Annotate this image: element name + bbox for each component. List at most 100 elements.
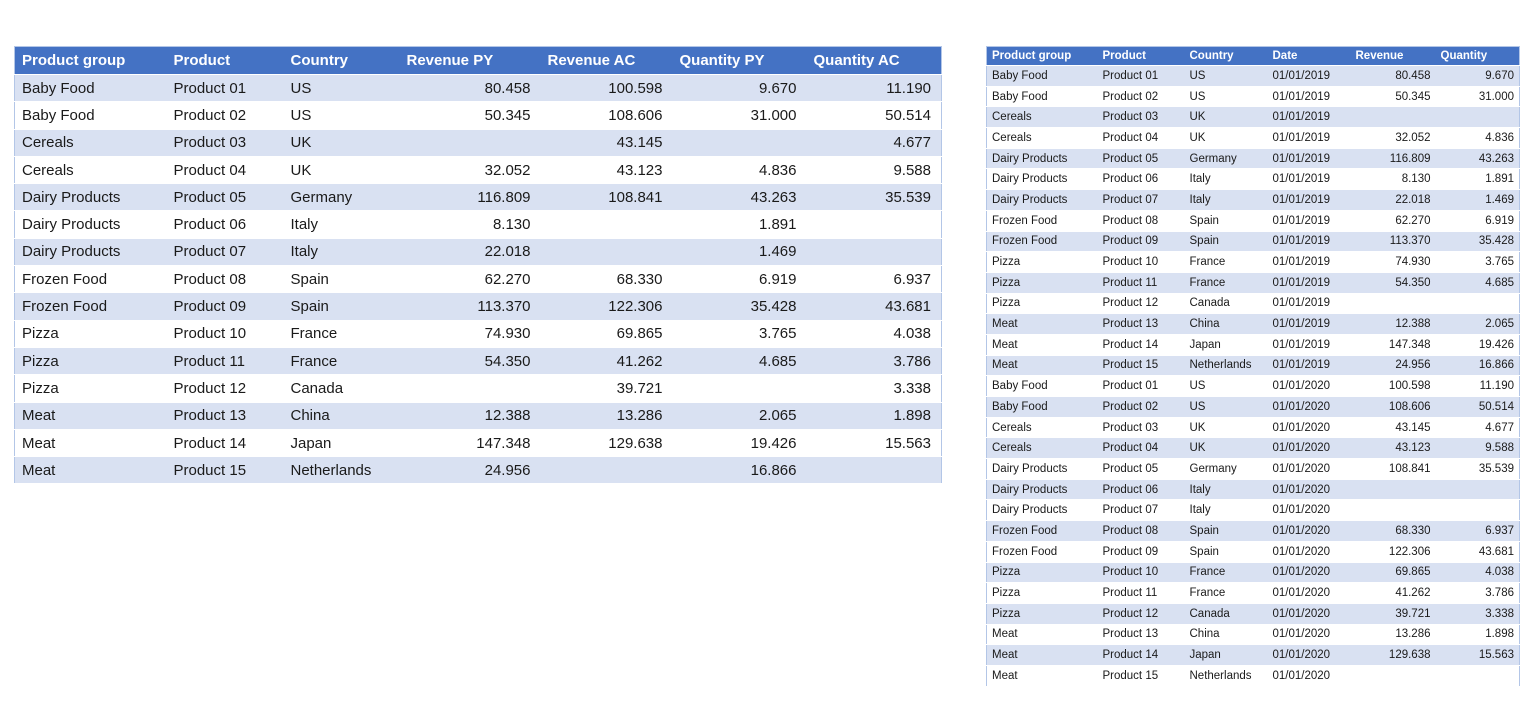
table-cell[interactable]: 43.123 <box>540 156 673 185</box>
table-cell[interactable]: Product 02 <box>1097 86 1185 108</box>
table-cell[interactable]: 1.891 <box>672 210 807 239</box>
table-cell[interactable] <box>1435 479 1520 501</box>
table-cell[interactable]: Germany <box>1184 458 1268 480</box>
table-cell[interactable]: 74.930 <box>1350 251 1436 273</box>
table-cell[interactable]: 68.330 <box>540 265 673 294</box>
table-cell[interactable]: 01/01/2020 <box>1267 665 1351 687</box>
table-cell[interactable]: 32.052 <box>1350 127 1436 149</box>
table-cell[interactable] <box>806 238 942 267</box>
table-cell[interactable]: Product 04 <box>1097 127 1185 149</box>
table-cell[interactable]: Italy <box>1184 499 1268 522</box>
table-cell[interactable]: 129.638 <box>1350 644 1436 666</box>
table-cell[interactable]: 01/01/2020 <box>1267 499 1351 522</box>
table-cell[interactable]: Spain <box>1184 541 1268 563</box>
table-cell[interactable]: 01/01/2020 <box>1267 644 1351 666</box>
table-cell[interactable]: France <box>283 320 400 348</box>
table-cell[interactable]: 32.052 <box>399 156 541 185</box>
table-cell[interactable]: Product 07 <box>166 238 284 267</box>
table-cell[interactable]: Spain <box>1184 231 1268 253</box>
table-cell[interactable]: 43.145 <box>540 129 673 157</box>
table-cell[interactable]: 19.426 <box>1435 334 1520 356</box>
table-cell[interactable]: 116.809 <box>1350 148 1436 170</box>
table-cell[interactable]: Italy <box>1184 168 1268 191</box>
table-cell[interactable] <box>1350 665 1436 687</box>
table-cell[interactable]: Pizza <box>986 272 1098 294</box>
table-cell[interactable]: 68.330 <box>1350 520 1436 542</box>
table-cell[interactable]: Germany <box>283 183 400 212</box>
table-cell[interactable]: Product 14 <box>166 429 284 458</box>
table-cell[interactable]: 15.563 <box>806 429 942 458</box>
table-cell[interactable]: 41.262 <box>1350 582 1436 604</box>
table-cell[interactable]: 100.598 <box>540 74 673 103</box>
table-cell[interactable]: 01/01/2020 <box>1267 541 1351 563</box>
table-cell[interactable]: Pizza <box>986 582 1098 604</box>
table-cell[interactable]: 39.721 <box>1350 603 1436 625</box>
table-cell[interactable]: UK <box>1184 127 1268 149</box>
table-cell[interactable]: 147.348 <box>399 429 541 458</box>
table-cell[interactable]: 2.065 <box>672 402 807 430</box>
table-cell[interactable]: 13.286 <box>540 402 673 430</box>
table-cell[interactable]: 1.898 <box>1435 624 1520 646</box>
table-cell[interactable]: Product 06 <box>1097 479 1185 501</box>
column-header-quantity[interactable]: Quantity <box>1435 46 1520 66</box>
table-cell[interactable]: Frozen Food <box>986 231 1098 253</box>
table-cell[interactable]: 108.606 <box>540 101 673 130</box>
table-cell[interactable]: US <box>283 74 400 103</box>
table-cell[interactable]: Cereals <box>14 156 167 185</box>
table-cell[interactable]: China <box>1184 624 1268 646</box>
table-cell[interactable]: Baby Food <box>14 74 167 103</box>
table-cell[interactable]: 15.563 <box>1435 644 1520 666</box>
table-cell[interactable]: 01/01/2019 <box>1267 231 1351 253</box>
table-cell[interactable]: Italy <box>283 210 400 239</box>
table-cell[interactable]: 80.458 <box>399 74 541 103</box>
column-header-country[interactable]: Country <box>283 46 400 75</box>
table-cell[interactable]: Baby Food <box>986 65 1098 87</box>
table-cell[interactable]: Dairy Products <box>14 238 167 267</box>
table-cell[interactable]: 43.681 <box>1435 541 1520 563</box>
table-cell[interactable]: Meat <box>986 334 1098 356</box>
table-cell[interactable]: 9.588 <box>806 156 942 185</box>
table-cell[interactable]: UK <box>283 129 400 157</box>
table-cell[interactable]: Dairy Products <box>986 499 1098 522</box>
table-cell[interactable]: 4.685 <box>1435 272 1520 294</box>
table-cell[interactable]: Product 02 <box>166 101 284 130</box>
column-header-product-group[interactable]: Product group <box>14 46 167 75</box>
table-cell[interactable]: US <box>1184 375 1268 397</box>
column-header-product-group[interactable]: Product group <box>986 46 1098 66</box>
table-cell[interactable]: Product 09 <box>166 292 284 321</box>
table-cell[interactable]: Frozen Food <box>14 265 167 294</box>
table-cell[interactable]: China <box>1184 313 1268 335</box>
table-cell[interactable] <box>540 238 673 267</box>
table-cell[interactable]: Meat <box>14 429 167 458</box>
table-cell[interactable]: Cereals <box>986 127 1098 149</box>
table-cell[interactable]: France <box>1184 562 1268 584</box>
table-cell[interactable]: 8.130 <box>1350 168 1436 191</box>
table-cell[interactable]: Japan <box>1184 644 1268 666</box>
table-cell[interactable]: 01/01/2019 <box>1267 334 1351 356</box>
table-cell[interactable]: Frozen Food <box>986 520 1098 542</box>
table-cell[interactable]: Pizza <box>986 603 1098 625</box>
table-cell[interactable]: 01/01/2019 <box>1267 272 1351 294</box>
table-cell[interactable]: 116.809 <box>399 183 541 212</box>
table-cell[interactable]: 6.919 <box>1435 210 1520 232</box>
table-cell[interactable]: 4.836 <box>1435 127 1520 149</box>
table-cell[interactable]: Pizza <box>986 293 1098 315</box>
table-cell[interactable]: Product 07 <box>1097 189 1185 211</box>
table-cell[interactable]: Pizza <box>14 320 167 348</box>
table-cell[interactable]: Product 01 <box>1097 375 1185 397</box>
table-cell[interactable]: 01/01/2020 <box>1267 603 1351 625</box>
table-cell[interactable]: 54.350 <box>1350 272 1436 294</box>
table-cell[interactable]: Product 04 <box>166 156 284 185</box>
table-cell[interactable]: 4.677 <box>1435 417 1520 439</box>
table-cell[interactable] <box>1350 499 1436 522</box>
table-cell[interactable]: 01/01/2019 <box>1267 189 1351 211</box>
table-cell[interactable] <box>1435 106 1520 129</box>
table-cell[interactable]: 16.866 <box>672 456 807 485</box>
table-cell[interactable]: Product 15 <box>1097 355 1185 377</box>
table-cell[interactable]: 2.065 <box>1435 313 1520 335</box>
table-cell[interactable]: Product 07 <box>1097 499 1185 522</box>
table-cell[interactable]: France <box>283 347 400 376</box>
table-cell[interactable]: 6.937 <box>806 265 942 294</box>
table-cell[interactable] <box>806 210 942 239</box>
table-cell[interactable]: Meat <box>986 355 1098 377</box>
